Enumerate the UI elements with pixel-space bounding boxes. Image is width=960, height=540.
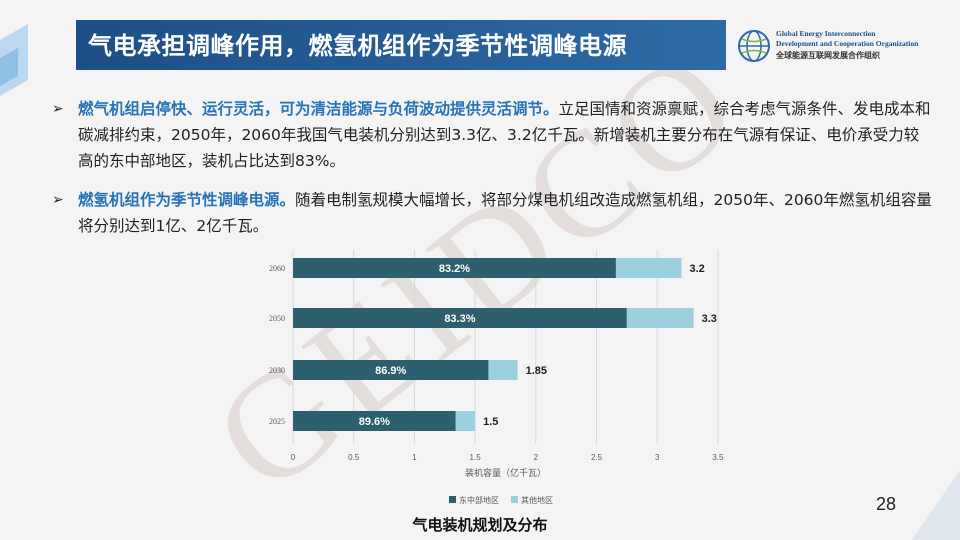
legend-swatch bbox=[511, 496, 518, 503]
bar-east-central bbox=[293, 411, 456, 431]
legend-swatch bbox=[449, 496, 456, 503]
bar-other-regions bbox=[488, 360, 518, 380]
chart-caption: 气电装机规划及分布 bbox=[412, 516, 548, 534]
y-tick-label: 2025 bbox=[269, 417, 285, 426]
left-decor-shape-inner bbox=[0, 48, 18, 86]
organization-logo: Global Energy Interconnection Developmen… bbox=[736, 24, 936, 68]
logo-text-line2: Development and Cooperation Organization bbox=[776, 39, 919, 48]
x-tick-label: 0.5 bbox=[348, 453, 360, 462]
y-tick-label: 2060 bbox=[269, 264, 285, 273]
logo-text-line3: 全球能源互联网发展合作组织 bbox=[776, 51, 880, 60]
bar-share-label: 83.2% bbox=[439, 263, 470, 275]
page-title: 气电承担调峰作用，燃氢机组作为季节性调峰电源 bbox=[88, 32, 627, 60]
bar-share-label: 89.6% bbox=[359, 416, 390, 428]
bar-share-label: 83.3% bbox=[444, 313, 475, 325]
bar-other-regions bbox=[615, 258, 682, 278]
bar-other-regions bbox=[626, 308, 694, 328]
bullet-point-2: ➢ 燃氢机组作为季节性调峰电源。随着电制氢规模大幅增长，将部分煤电机组改造成燃氢… bbox=[52, 187, 932, 239]
x-tick-label: 2 bbox=[534, 453, 539, 462]
y-tick-label: 2030 bbox=[269, 366, 285, 375]
y-tick-label: 2050 bbox=[269, 314, 285, 323]
x-tick-label: 3 bbox=[655, 453, 660, 462]
logo-text-line1: Global Energy Interconnection bbox=[776, 29, 876, 38]
bar-total-label: 1.5 bbox=[483, 416, 498, 428]
bullet-arrow-icon: ➢ bbox=[52, 101, 64, 117]
bullet-1-highlight: 燃气机组启停快、运行灵活，可为清洁能源与负荷波动提供灵活调节。 bbox=[78, 100, 559, 118]
bar-east-central bbox=[293, 360, 489, 380]
bar-share-label: 86.9% bbox=[375, 365, 406, 377]
x-tick-label: 1 bbox=[412, 453, 417, 462]
bullet-arrow-icon: ➢ bbox=[52, 192, 64, 208]
x-tick-label: 0 bbox=[291, 453, 296, 462]
bar-east-central bbox=[293, 308, 627, 328]
bullet-2-text: 随着电制氢规模大幅增长，将部分煤电机组改造成燃氢机组，2050年、2060年燃氢… bbox=[78, 191, 932, 235]
x-axis-title: 装机容量（亿千瓦） bbox=[465, 467, 546, 479]
bar-other-regions bbox=[455, 411, 476, 431]
x-tick-label: 3.5 bbox=[712, 453, 724, 462]
x-tick-label: 1.5 bbox=[470, 453, 482, 462]
bar-east-central bbox=[293, 258, 616, 278]
bar-total-label: 1.85 bbox=[526, 365, 547, 377]
corner-decor-shape bbox=[912, 470, 960, 540]
page-number: 28 bbox=[876, 494, 897, 514]
bar-total-label: 3.2 bbox=[689, 263, 704, 275]
x-tick-label: 2.5 bbox=[591, 453, 603, 462]
bar-total-label: 3.3 bbox=[702, 313, 717, 325]
bullet-2-highlight: 燃氢机组作为季节性调峰电源。 bbox=[78, 191, 296, 209]
globe-logo-icon bbox=[738, 30, 770, 62]
title-bar bbox=[76, 20, 726, 70]
legend-label: 东中部地区 bbox=[459, 495, 499, 505]
legend-label: 其他地区 bbox=[521, 495, 553, 505]
bullet-point-1: ➢ 燃气机组启停快、运行灵活，可为清洁能源与负荷波动提供灵活调节。立足国情和资源… bbox=[52, 96, 932, 174]
bullet-1-text: 立足国情和资源禀赋，综合考虑气源条件、发电成本和碳减排约束，2050年，2060… bbox=[78, 100, 931, 170]
